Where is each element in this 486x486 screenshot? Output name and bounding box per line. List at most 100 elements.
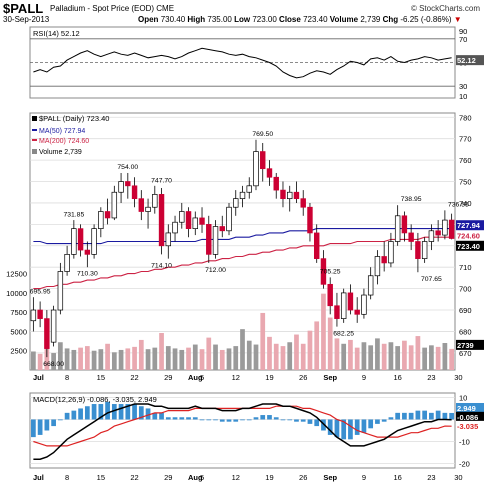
volume-bar xyxy=(395,346,401,370)
open-value: 730.40 xyxy=(160,15,186,24)
volume-bar xyxy=(429,345,434,370)
price-annotation: 712.00 xyxy=(205,267,226,274)
rsi-y-tick: 30 xyxy=(459,82,467,91)
ma200-legend: MA(200) 724.60 xyxy=(39,138,89,145)
macd-x-tick: 26 xyxy=(299,473,307,482)
rsi-y-tick: 10 xyxy=(459,92,467,101)
price-y-tick: 780 xyxy=(459,113,472,122)
down-arrow-icon: ▼ xyxy=(453,15,462,24)
volume-bar xyxy=(44,346,50,370)
price-annotation: 695.95 xyxy=(30,288,51,295)
chg-value: -6.25 (-0.86%) xyxy=(400,15,452,24)
price-y-tick: 680 xyxy=(459,327,472,336)
candle-body xyxy=(313,232,320,259)
macd-x-tick: 12 xyxy=(232,473,240,482)
credit-label: © StockCharts.com xyxy=(410,4,480,13)
macd-hist-bar xyxy=(429,412,434,420)
macd-current-tag-bg xyxy=(456,411,484,422)
price-legend-swatch xyxy=(32,116,37,121)
price-x-tick: 8 xyxy=(65,373,69,382)
macd-hist-bar xyxy=(31,419,36,438)
macd-hist-bar xyxy=(334,419,340,438)
price-annotation: 769.50 xyxy=(252,131,273,138)
volume-bar xyxy=(165,346,171,370)
macd-hist-bar xyxy=(246,419,252,421)
candle-body xyxy=(347,292,354,311)
macd-hist-bar xyxy=(294,419,299,422)
candle-body xyxy=(415,241,421,259)
candle-body xyxy=(226,206,232,232)
macd-x-tick: 19 xyxy=(265,473,273,482)
price-y-tick: 690 xyxy=(459,306,472,315)
candle-body xyxy=(111,191,118,219)
price-x-tick: 30 xyxy=(454,373,462,382)
price-y-tick: 770 xyxy=(459,135,472,144)
macd-hist-bar xyxy=(267,415,272,420)
macd-y-tick: -10 xyxy=(459,438,470,447)
candle-body xyxy=(118,181,124,193)
rsi-current-tag: 52.12 xyxy=(457,56,476,65)
macd-hist-bar xyxy=(152,412,158,420)
price-annotation: 714.10 xyxy=(151,262,172,269)
macd-hist-bar xyxy=(51,419,56,427)
candle-body xyxy=(448,219,455,239)
candle-body xyxy=(138,198,145,212)
candle-body xyxy=(408,232,414,242)
candle-body xyxy=(246,185,252,193)
volume-bar xyxy=(287,342,293,370)
candle-body xyxy=(179,211,185,223)
candle-body xyxy=(435,230,441,236)
macd-hist-bar xyxy=(361,419,367,433)
ma50-line xyxy=(33,228,452,245)
price-annotation: 747.70 xyxy=(151,177,172,184)
macd-legend: MACD(12,26,9) -0.086, -3.035, 2.949 xyxy=(33,395,157,404)
macd-hist-bar xyxy=(354,419,360,435)
high-value: 735.00 xyxy=(207,15,232,24)
macd-hist-bar xyxy=(314,419,320,427)
price-annotation: 682.25 xyxy=(333,331,354,338)
macd-hist-bar xyxy=(388,417,394,420)
volume-bar xyxy=(125,348,131,370)
macd-x-tick: 8 xyxy=(65,473,69,482)
candle-body xyxy=(327,283,333,307)
ohlc-summary: Open 730.40 High 735.00 Low 723.00 Close… xyxy=(138,16,462,24)
price-current-tag-bg xyxy=(456,240,484,251)
volume-bar xyxy=(84,346,90,370)
price-x-tick: Jul xyxy=(33,373,44,382)
macd-hist-bar xyxy=(348,419,353,440)
candle-body xyxy=(334,305,340,319)
macd-hist-bar xyxy=(442,412,448,420)
price-annotation: 668.00 xyxy=(43,361,64,368)
volume-bar xyxy=(172,348,178,370)
chart-title: $PALL xyxy=(3,1,44,16)
candle-body xyxy=(192,217,198,229)
candle-body xyxy=(30,309,37,322)
volume-bar xyxy=(388,342,394,370)
candle-body xyxy=(98,211,104,229)
volume-bar xyxy=(186,347,191,370)
macd-x-tick: 9 xyxy=(362,473,366,482)
volume-bar xyxy=(132,346,137,370)
price-y-tick: 670 xyxy=(459,349,472,358)
volume-bar xyxy=(57,342,63,370)
price-x-tick: 22 xyxy=(130,373,138,382)
candle-body xyxy=(172,221,178,234)
macd-x-tick: Jul xyxy=(33,473,44,482)
close-label: Close xyxy=(279,15,301,24)
candle-body xyxy=(91,228,97,255)
candle-body xyxy=(421,241,428,259)
price-annotation: 731.85 xyxy=(63,211,84,218)
macd-hist-bar xyxy=(219,419,225,422)
volume-bar xyxy=(300,343,306,370)
volume-bar xyxy=(179,349,185,370)
volume-bar xyxy=(51,353,56,370)
volume-bar xyxy=(98,349,104,370)
volume-bar xyxy=(145,349,151,370)
price-x-tick: 5 xyxy=(200,373,204,382)
price-legend: $PALL (Daily) 723.40 xyxy=(39,114,109,123)
volume-bar xyxy=(294,334,299,370)
macd-signal-current-tag-bg xyxy=(456,420,484,431)
macd-hist-bar xyxy=(179,417,185,420)
volume-bar xyxy=(280,346,286,370)
macd-hist-bar xyxy=(57,419,63,421)
